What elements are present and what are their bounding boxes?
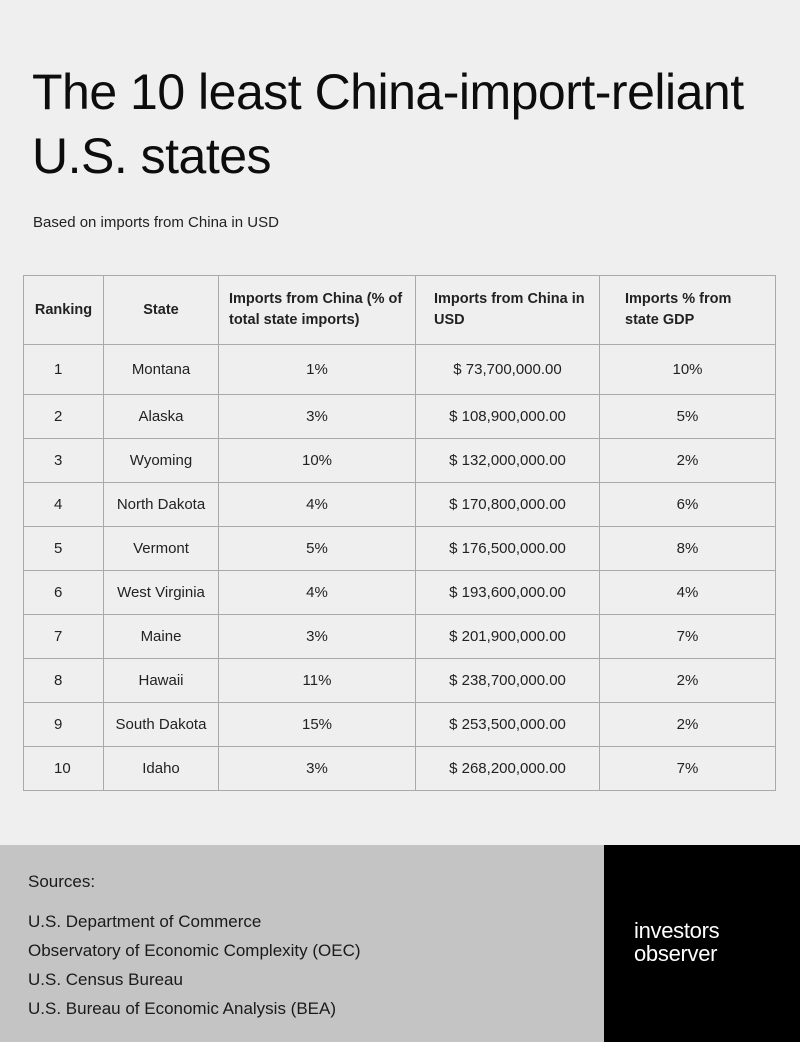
column-header-import-share: Imports from China (% of total state imp… [218, 275, 416, 345]
cell-state: Vermont [103, 526, 219, 571]
column-header-state: State [103, 275, 219, 345]
cell-import-usd: $ 201,900,000.00 [415, 614, 600, 659]
table-row: 6 West Virginia 4% $ 193,600,000.00 4% [23, 570, 776, 615]
table-header-row: Ranking State Imports from China (% of t… [23, 275, 776, 345]
table-row: 8 Hawaii 11% $ 238,700,000.00 2% [23, 658, 776, 703]
cell-import-gdp: 8% [599, 526, 776, 571]
source-item: U.S. Bureau of Economic Analysis (BEA) [28, 999, 337, 1018]
cell-import-gdp: 5% [599, 394, 776, 439]
cell-import-gdp: 2% [599, 658, 776, 703]
cell-state: West Virginia [103, 570, 219, 615]
cell-import-usd: $ 238,700,000.00 [415, 658, 600, 703]
logo-panel: investors observer [604, 845, 800, 1042]
cell-import-share: 3% [218, 614, 416, 659]
table-row: 9 South Dakota 15% $ 253,500,000.00 2% [23, 702, 776, 747]
page-title: The 10 least China-import-reliant U.S. s… [32, 64, 744, 184]
cell-ranking: 9 [23, 702, 104, 747]
cell-ranking: 4 [23, 482, 104, 527]
cell-import-share: 15% [218, 702, 416, 747]
table-row: 3 Wyoming 10% $ 132,000,000.00 2% [23, 438, 776, 483]
source-item: Observatory of Economic Complexity (OEC) [28, 941, 361, 960]
cell-import-gdp: 7% [599, 614, 776, 659]
sources-title: Sources: [28, 872, 96, 891]
table-row: 2 Alaska 3% $ 108,900,000.00 5% [23, 394, 776, 439]
cell-import-usd: $ 73,700,000.00 [415, 344, 600, 395]
cell-import-share: 4% [218, 570, 416, 615]
table-row: 7 Maine 3% $ 201,900,000.00 7% [23, 614, 776, 659]
investors-observer-logo: investors observer [634, 919, 784, 965]
column-header-import-usd: Imports from China in USD [415, 275, 600, 345]
table-row: 10 Idaho 3% $ 268,200,000.00 7% [23, 746, 776, 791]
cell-state: Maine [103, 614, 219, 659]
column-header-ranking: Ranking [23, 275, 104, 345]
cell-import-usd: $ 268,200,000.00 [415, 746, 600, 791]
cell-import-usd: $ 193,600,000.00 [415, 570, 600, 615]
logo-line-2: observer [634, 941, 718, 966]
cell-state: Hawaii [103, 658, 219, 703]
cell-import-usd: $ 253,500,000.00 [415, 702, 600, 747]
cell-import-usd: $ 132,000,000.00 [415, 438, 600, 483]
column-header-import-gdp: Imports % from state GDP [599, 275, 776, 345]
cell-state: Idaho [103, 746, 219, 791]
cell-ranking: 3 [23, 438, 104, 483]
cell-state: Alaska [103, 394, 219, 439]
cell-state: South Dakota [103, 702, 219, 747]
cell-ranking: 7 [23, 614, 104, 659]
logo-line-1: investors [634, 918, 720, 943]
cell-ranking: 5 [23, 526, 104, 571]
cell-import-gdp: 4% [599, 570, 776, 615]
data-table-container: Ranking State Imports from China (% of t… [23, 275, 776, 791]
cell-import-gdp: 2% [599, 438, 776, 483]
cell-import-share: 1% [218, 344, 416, 395]
cell-ranking: 8 [23, 658, 104, 703]
cell-ranking: 10 [23, 746, 104, 791]
cell-import-usd: $ 170,800,000.00 [415, 482, 600, 527]
sources-panel: Sources: U.S. Department of Commerce Obs… [0, 845, 604, 1042]
cell-import-share: 11% [218, 658, 416, 703]
table-body: 1 Montana 1% $ 73,700,000.00 10% 2 Alaska 3% $ 1… [23, 344, 776, 791]
sources-list: U.S. Department of Commerce Observatory … [28, 907, 361, 1023]
source-item: U.S. Census Bureau [28, 970, 183, 989]
cell-ranking: 2 [23, 394, 104, 439]
cell-state: Montana [103, 344, 219, 395]
cell-import-share: 10% [218, 438, 416, 483]
cell-import-share: 3% [218, 746, 416, 791]
data-table: Ranking State Imports from China (% of t… [23, 275, 776, 791]
cell-import-share: 3% [218, 394, 416, 439]
cell-import-gdp: 2% [599, 702, 776, 747]
cell-import-gdp: 7% [599, 746, 776, 791]
cell-import-share: 4% [218, 482, 416, 527]
cell-import-gdp: 6% [599, 482, 776, 527]
table-row: 4 North Dakota 4% $ 170,800,000.00 6% [23, 482, 776, 527]
cell-ranking: 1 [23, 344, 104, 395]
cell-import-usd: $ 108,900,000.00 [415, 394, 600, 439]
cell-state: North Dakota [103, 482, 219, 527]
cell-import-usd: $ 176,500,000.00 [415, 526, 600, 571]
cell-ranking: 6 [23, 570, 104, 615]
table-row: 5 Vermont 5% $ 176,500,000.00 8% [23, 526, 776, 571]
source-item: U.S. Department of Commerce [28, 912, 262, 931]
cell-import-gdp: 10% [599, 344, 776, 395]
table-row: 1 Montana 1% $ 73,700,000.00 10% [23, 344, 776, 395]
cell-state: Wyoming [103, 438, 219, 483]
cell-import-share: 5% [218, 526, 416, 571]
page-subtitle: Based on imports from China in USD [33, 214, 279, 231]
